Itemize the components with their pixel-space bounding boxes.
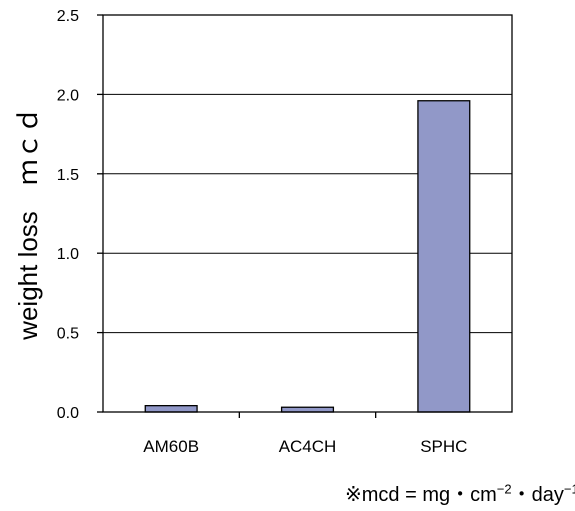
footnote-text-2: ・day [511,484,564,506]
x-tick-label: AC4CH [279,437,337,456]
x-tick-label: AM60B [143,437,199,456]
reference-mark: ※ [345,484,362,506]
footnote-exponent-2: −1 [563,481,575,497]
y-tick-label: 1.0 [57,246,79,263]
bar-ac4ch [280,406,335,413]
unit-footnote: ※mcd = mg・cm−2・day−1 [345,478,575,507]
bar-sphc [417,100,471,413]
footnote-text: mcd = mg・cm [361,484,497,506]
y-tick-label: 0.0 [57,405,79,422]
y-tick-label: 1.5 [57,167,79,184]
y-tick-label: 2.5 [57,8,79,25]
y-tick-label: 0.5 [57,326,79,343]
footnote-exponent-1: −2 [496,481,512,497]
y-axis-label: weight loss ｍｃｄ [13,107,43,341]
bar-layer [144,100,471,413]
y-tick-label: 2.0 [57,87,79,104]
x-tick-label: SPHC [420,437,467,456]
tick-layer: 0.0 0.5 1.0 1.5 2.0 2.5 AM60B AC4CH SPHC [57,8,468,456]
bar-am60b [144,404,198,413]
plot-frame [102,14,513,413]
